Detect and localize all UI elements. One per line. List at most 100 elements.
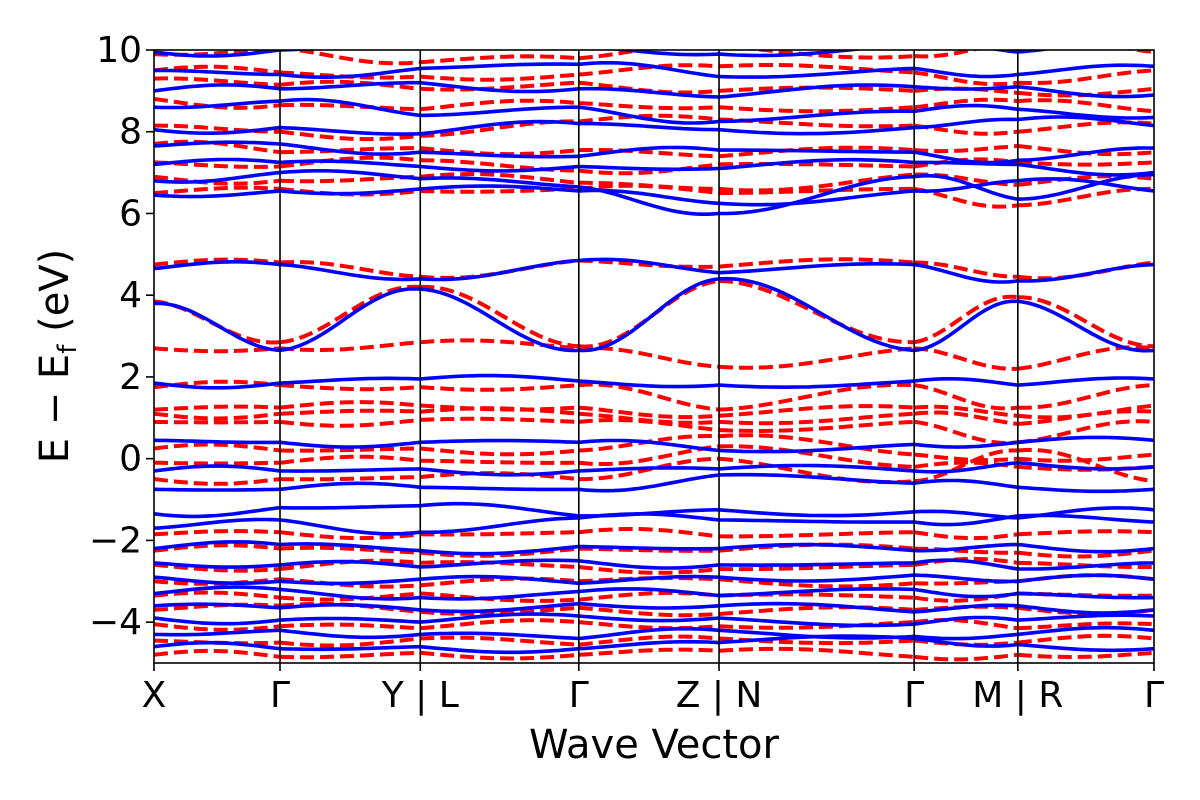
dashed-band-line [718,530,915,539]
solid-band-line [914,85,1018,91]
y-axis-label-subscript: f [53,344,83,354]
dashed-band-line [420,80,579,92]
plot-frame [153,49,1155,664]
solid-band-line [420,119,579,136]
solid-band-line [1017,115,1154,128]
dashed-band-line [578,258,720,269]
dashed-band-line [420,635,579,647]
y-axis-label-main: E − E [32,354,78,464]
solid-band-line [914,179,1018,193]
dashed-band-line [279,400,421,410]
solid-band-line [914,509,1018,520]
dashed-band-line [719,186,915,195]
solid-band-line [280,80,421,91]
dashed-band-line [718,577,915,589]
dashed-band-line [718,562,915,572]
solid-band-line [1017,542,1154,554]
solid-band-line [279,159,421,169]
solid-band-line [279,440,421,449]
dashed-band-line [578,162,720,176]
solid-band-line [578,105,720,125]
solid-band-line [718,83,915,99]
solid-band-line [913,636,1018,648]
dashed-band-line [1017,98,1154,114]
dashed-band-line [913,70,1019,87]
dashed-band-line [914,652,1019,662]
y-tick-label: −2 [89,520,142,561]
solid-band-line [279,628,421,640]
y-axis-ticks: 10 8 6 4 2 0 −2 −4 [89,30,154,643]
dashed-band-line [420,560,579,569]
solid-band-line [1017,262,1154,283]
x-tick-label: Γ [904,675,924,716]
solid-band-line [154,640,281,651]
solid-band-line [154,464,281,473]
dashed-band-line [279,383,421,392]
solid-band-line [1017,642,1154,653]
solid-band-line [914,461,1018,474]
solid-band-line [914,117,1018,130]
dashed-band-line [578,605,720,618]
dashed-band-line [578,411,720,425]
dashed-band-line [154,404,281,412]
dashed-band-line [718,105,915,114]
y-tick-label: 2 [119,357,142,398]
dashed-band-line [154,648,281,659]
solid-band-line [914,632,1018,641]
solid-band-line [718,573,915,583]
solid-band-line [154,83,281,93]
solid-band-line [420,373,579,383]
solid-band-line [279,587,421,601]
dashed-band-line [279,79,421,91]
dashed-band-line [420,416,579,424]
dashed-band-line [1017,345,1154,371]
dashed-band-line [578,50,656,61]
dashed-band-line [420,54,579,65]
dashed-band-line [420,530,579,537]
solid-band-line [279,602,421,612]
solid-band-line [420,150,579,159]
dashed-band-line [718,382,915,412]
solid-band-line [420,287,579,353]
solid-band-line [279,376,421,385]
dashed-band-line [718,404,915,418]
dashed-band-line [279,475,421,482]
dashed-band-line [154,257,281,267]
solid-band-line [154,438,281,445]
solid-band-line [718,587,915,598]
dashed-band-line [718,444,915,469]
solid-band-line [420,601,579,614]
solid-band-line [420,258,579,282]
dashed-band-line [578,382,720,412]
solid-band-line [420,438,579,445]
solid-band-line [913,262,1019,284]
solid-band-line [718,508,915,518]
solid-band-line [718,379,915,390]
solid-band-line [578,257,720,275]
dashed-band-line [420,171,579,185]
dashed-band-line [420,546,579,558]
dashed-band-line [1017,650,1154,659]
solid-band-line [913,514,1019,527]
solid-band-line [279,577,421,586]
dashed-band-line [420,383,579,392]
dashed-band-line [1017,633,1154,645]
dashed-band-line [154,442,281,453]
dashed-band-line [578,590,720,602]
dashed-band-line [914,546,1018,555]
solid-band-line [154,517,281,530]
dashed-band-line [420,458,579,465]
solid-band-line [913,615,1019,626]
solid-band-line [154,505,281,519]
dashed-band-line [578,148,720,159]
solid-band-line [279,286,421,353]
solid-band-line [279,644,421,652]
dashed-band-line [279,622,421,631]
dashed-band-line [279,545,421,555]
solid-band-line [154,381,281,390]
solid-band-line [420,558,579,569]
solid-band-series [154,50,1154,655]
solid-band-line [154,189,281,199]
dashed-band-line [913,618,1019,631]
solid-band-line [1017,573,1154,584]
